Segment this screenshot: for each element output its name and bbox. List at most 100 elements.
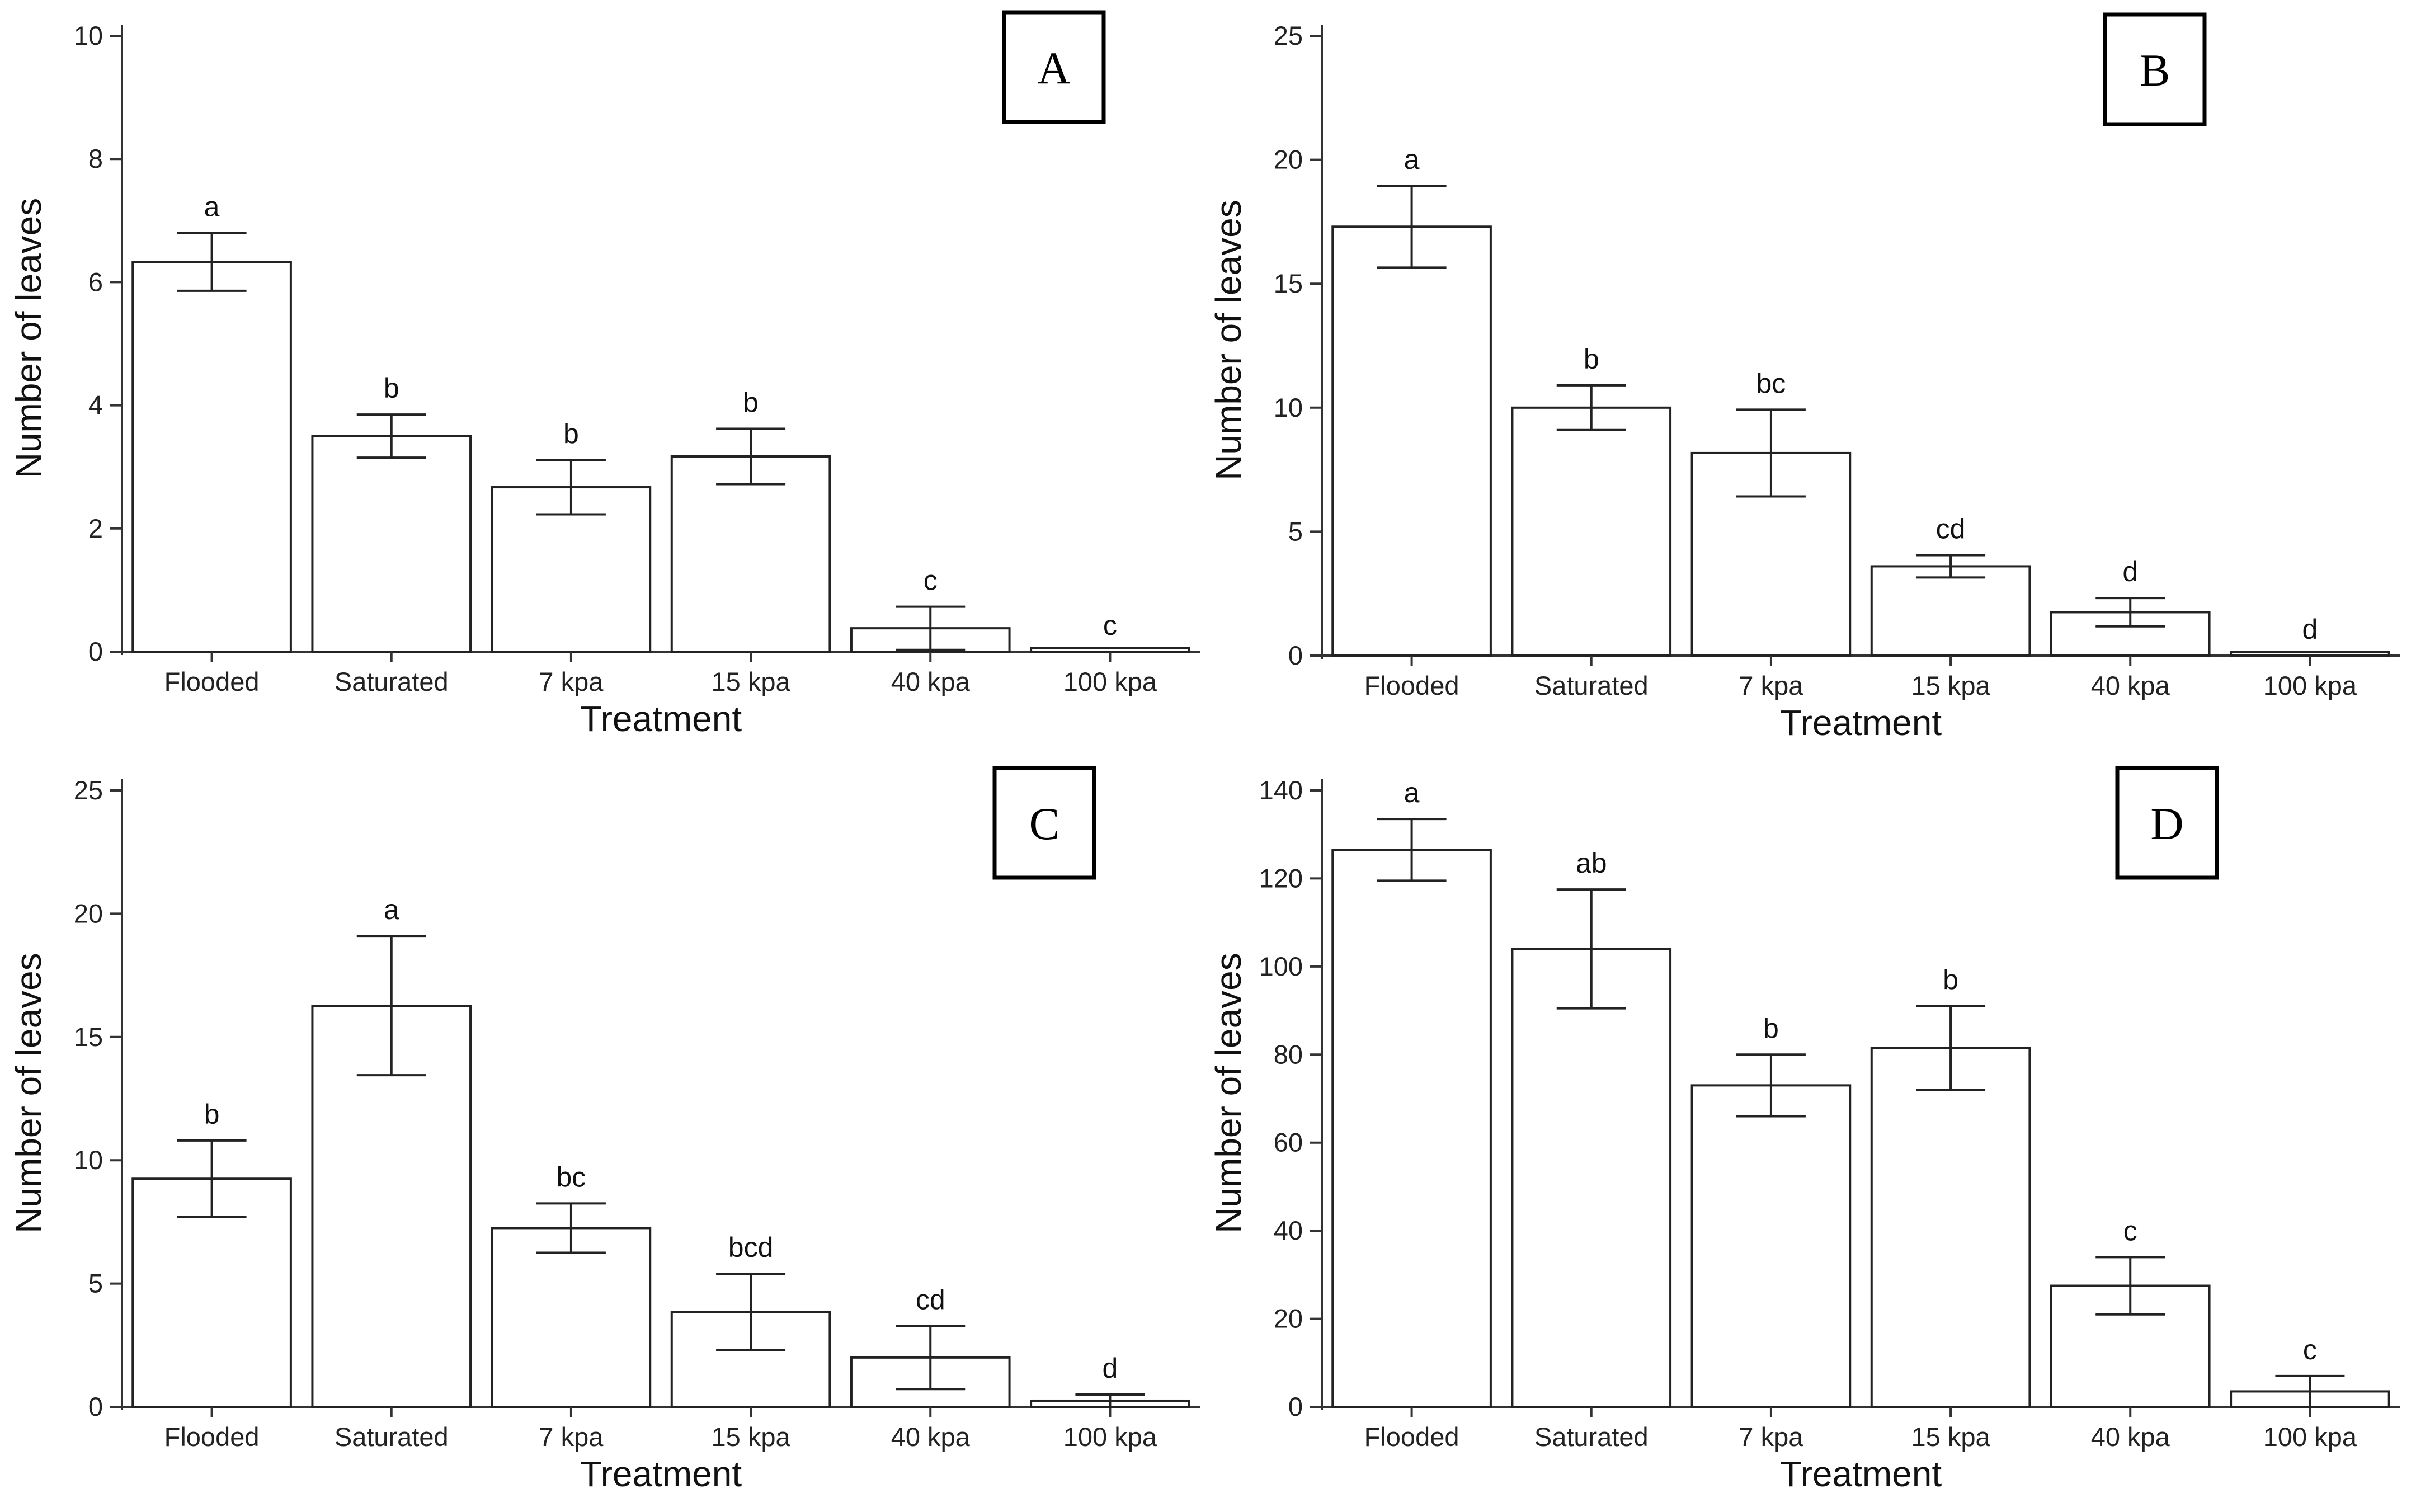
significance-label: b [1943, 964, 1958, 996]
significance-label: cd [1936, 514, 1966, 545]
significance-label: d [2122, 556, 2138, 587]
chart-panel-c: 0 5 10 15 20 25 Flooded b Saturated a 7 kpa bc 15 kp… [8, 766, 1200, 1494]
x-tick-label: 15 kpa [712, 667, 791, 696]
bar [311, 435, 472, 653]
y-tick-label: 5 [88, 1269, 103, 1298]
x-axis-title: Treatment [1780, 1454, 1942, 1494]
y-tick-label: 0 [88, 637, 103, 666]
x-axis-title: Treatment [580, 1454, 742, 1494]
x-tick-label: Flooded [1364, 1422, 1459, 1452]
significance-label: c [1103, 610, 1117, 641]
x-axis-title: Treatment [580, 699, 742, 739]
bar [1331, 225, 1492, 657]
y-tick-label: 20 [1274, 145, 1303, 175]
chart-panel-d: 0 20 40 60 80 100 120 140 Flooded a Saturated ab 7 k… [1208, 766, 2400, 1494]
y-tick-label: 10 [1274, 393, 1303, 422]
significance-label: b [1763, 1012, 1779, 1044]
x-tick-label: 40 kpa [2091, 671, 2170, 700]
x-tick-label: 40 kpa [891, 667, 971, 696]
panel-label: B [2140, 45, 2170, 96]
panel-label-box [2115, 766, 2219, 880]
panel-label-box [2103, 12, 2207, 126]
x-tick-label: 100 kpa [2263, 1422, 2357, 1452]
significance-label: c [2303, 1334, 2317, 1365]
x-tick-label: 15 kpa [712, 1422, 791, 1452]
significance-label: ab [1576, 847, 1607, 879]
y-tick-label: 15 [1274, 269, 1303, 298]
x-tick-label: Flooded [1364, 671, 1459, 700]
y-tick-label: 6 [88, 267, 103, 296]
x-tick-label: Saturated [335, 667, 449, 696]
significance-label: d [1103, 1353, 1118, 1384]
chart-panel-b: 0 5 10 15 20 25 Flooded a Saturated b 7 kpa bc 15 kp… [1208, 12, 2400, 743]
y-tick-label: 4 [88, 390, 103, 420]
y-axis-title: Number of leaves [8, 198, 49, 479]
y-tick-label: 2 [88, 514, 103, 543]
bar [1511, 948, 1672, 1409]
x-tick-label: Saturated [1534, 1422, 1649, 1452]
x-tick-label: Flooded [164, 667, 260, 696]
panel-label-box [1002, 10, 1106, 124]
y-axis-title: Number of leaves [1208, 953, 1249, 1233]
chart-panel-a: 0 2 4 6 8 10 Flooded a Saturated b 7 kpa b 15 kpa b 40… [8, 10, 1200, 739]
significance-label: b [384, 373, 399, 404]
significance-label: cd [916, 1284, 945, 1315]
y-tick-label: 100 [1259, 952, 1303, 981]
bar [131, 261, 292, 653]
x-tick-label: Saturated [335, 1422, 449, 1452]
x-tick-label: 15 kpa [1911, 1422, 1991, 1452]
significance-label: bc [557, 1161, 586, 1193]
significance-label: a [204, 191, 220, 222]
significance-label: bc [1756, 368, 1786, 399]
significance-label: b [1584, 343, 1599, 375]
y-tick-label: 8 [88, 144, 103, 173]
bar [1511, 406, 1672, 657]
y-tick-label: 0 [1288, 640, 1303, 670]
y-tick-label: 20 [1274, 1304, 1303, 1334]
significance-label: c [2123, 1215, 2137, 1246]
bar [670, 455, 831, 653]
x-tick-label: 7 kpa [1739, 671, 1803, 700]
panel-label: A [1037, 43, 1070, 93]
x-tick-label: 100 kpa [1063, 1422, 1157, 1452]
y-tick-label: 80 [1274, 1039, 1303, 1069]
x-tick-label: Flooded [164, 1422, 260, 1452]
y-axis-title: Number of leaves [8, 953, 49, 1233]
x-tick-label: 100 kpa [2263, 671, 2357, 700]
bar [1331, 849, 1492, 1408]
x-tick-label: 40 kpa [2091, 1422, 2170, 1452]
y-tick-label: 25 [74, 775, 103, 805]
y-tick-label: 10 [74, 1145, 103, 1175]
significance-label: a [1404, 144, 1420, 175]
bar [1690, 1084, 1852, 1408]
y-tick-label: 60 [1274, 1128, 1303, 1157]
significance-label: a [384, 894, 399, 925]
x-axis-title: Treatment [1780, 703, 1942, 743]
bar [1030, 647, 1190, 653]
y-tick-label: 40 [1274, 1216, 1303, 1245]
x-tick-label: Saturated [1534, 671, 1649, 700]
significance-label: bcd [728, 1232, 774, 1263]
bar [1870, 565, 2031, 657]
x-tick-label: 7 kpa [539, 1422, 604, 1452]
y-axis-title: Number of leaves [1208, 200, 1249, 481]
bar [1870, 1047, 2031, 1408]
x-tick-label: 7 kpa [1739, 1422, 1803, 1452]
x-tick-label: 7 kpa [539, 667, 604, 696]
y-tick-label: 140 [1259, 775, 1303, 805]
y-tick-label: 5 [1288, 516, 1303, 546]
bar [2230, 651, 2390, 657]
y-tick-label: 120 [1259, 863, 1303, 893]
significance-label: b [563, 418, 579, 450]
significance-label: d [2302, 614, 2318, 645]
bar [491, 1227, 652, 1408]
panel-label-box [992, 766, 1096, 880]
y-tick-label: 20 [74, 898, 103, 928]
x-tick-label: 15 kpa [1911, 671, 1991, 700]
significance-label: c [924, 565, 938, 596]
y-tick-label: 0 [88, 1392, 103, 1421]
y-tick-label: 25 [1274, 21, 1303, 50]
x-tick-label: 100 kpa [1063, 667, 1157, 696]
significance-label: b [204, 1099, 220, 1130]
